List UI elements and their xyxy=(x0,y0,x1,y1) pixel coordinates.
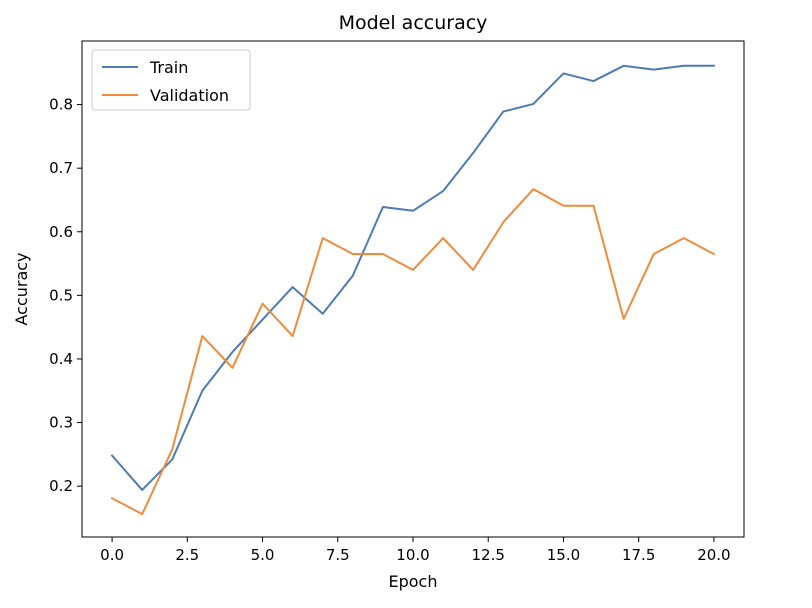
plot-frame xyxy=(81,40,745,538)
legend-label: Train xyxy=(149,58,188,77)
x-tick-label: 5.0 xyxy=(251,546,275,564)
legend-label: Validation xyxy=(150,86,229,105)
y-tick-label: 0.3 xyxy=(49,414,73,432)
x-tick-label: 2.5 xyxy=(175,546,199,564)
y-tick-label: 0.8 xyxy=(49,96,73,114)
x-tick-label: 12.5 xyxy=(472,546,505,564)
x-tick-label: 20.0 xyxy=(697,546,730,564)
y-axis-label: Accuracy xyxy=(12,252,31,325)
y-tick-label: 0.2 xyxy=(49,477,73,495)
x-tick-label: 10.0 xyxy=(396,546,429,564)
series-line-validation xyxy=(110,188,716,516)
y-tick-label: 0.6 xyxy=(49,223,73,241)
y-tick-label: 0.7 xyxy=(49,159,73,177)
y-tick-label: 0.4 xyxy=(49,350,73,368)
series-layer xyxy=(110,64,716,516)
y-tick-label: 0.5 xyxy=(49,286,73,304)
x-axis-label: Epoch xyxy=(389,572,438,591)
x-tick-label: 17.5 xyxy=(622,546,655,564)
y-axis: 0.2 0.3 0.4 0.5 0.6 0.7 0.8 xyxy=(49,96,82,495)
series-line-train xyxy=(110,64,715,491)
x-tick-label: 0.0 xyxy=(100,546,124,564)
x-tick-label: 7.5 xyxy=(326,546,350,564)
legend: Train Validation xyxy=(91,49,251,111)
x-axis: 0.0 2.5 5.0 7.5 10.0 12.5 15.0 17.5 20.0 xyxy=(100,537,731,564)
chart-title: Model accuracy xyxy=(339,12,488,34)
x-tick-label: 15.0 xyxy=(547,546,580,564)
